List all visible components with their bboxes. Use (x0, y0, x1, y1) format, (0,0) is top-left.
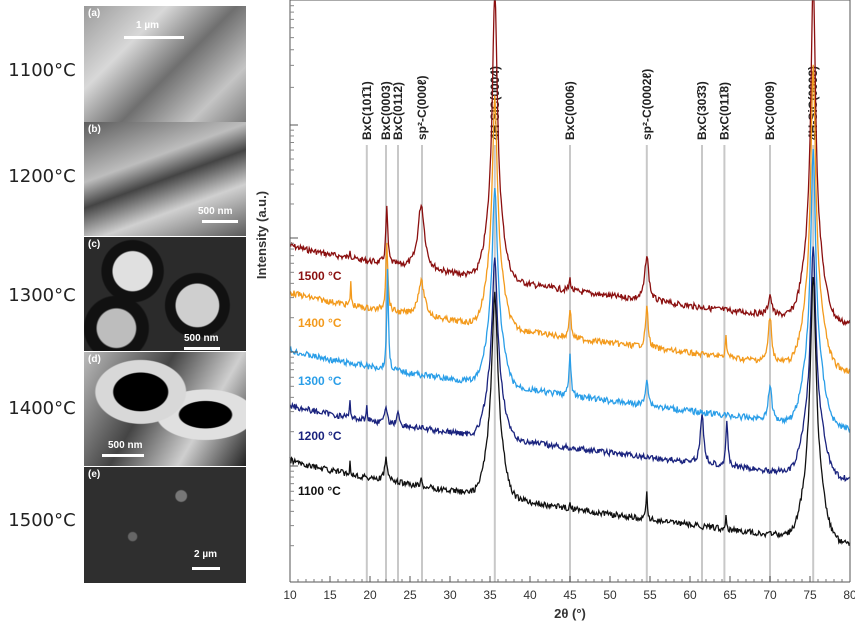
x-tick-label-14: 80 (843, 588, 855, 602)
sem-micrograph-1200: (b) 500 nm (84, 122, 246, 236)
peak-label-9: BxC(0009) (763, 81, 777, 140)
sem-micrograph-1500: (e) 2 µm (84, 467, 246, 583)
series-line-0 (289, 0, 851, 327)
x-tick-label-10: 60 (683, 588, 697, 602)
x-tick-label-11: 65 (723, 588, 737, 602)
scale-bar (184, 347, 220, 350)
x-tick-label-5: 35 (483, 588, 497, 602)
x-tick-label-12: 70 (763, 588, 777, 602)
panel-letter: (a) (88, 8, 101, 19)
temperature-label-1400: 1400°C (8, 398, 76, 419)
panel-letter: (e) (88, 469, 101, 480)
x-tick-label-9: 55 (643, 588, 657, 602)
scale-bar-label: 500 nm (108, 440, 143, 451)
scale-bar (124, 36, 184, 39)
peak-label-6: sp²-C(0002ℓ) (640, 69, 654, 140)
series-line-1 (289, 64, 851, 375)
x-tick-label-6: 40 (523, 588, 537, 602)
x-tick-label-0: 10 (283, 588, 297, 602)
peak-label-0: BxC(101̄1) (360, 81, 374, 140)
series-label-2: 1300 °C (298, 374, 342, 388)
peak-label-8: BxC(011̄8) (717, 82, 731, 140)
scale-bar-label: 500 nm (198, 206, 233, 217)
scale-bar-label: 1 µm (136, 20, 159, 31)
sem-micrograph-1400: (d) 500 nm (84, 352, 246, 466)
series-layer: 1500 °C 1400 °C 1300 °C 1200 °C 1100 °C (289, 0, 851, 546)
sem-micrograph-1100: (a) 1 µm (84, 6, 246, 122)
y-ticks (290, 5, 298, 547)
x-tick-label-2: 20 (363, 588, 377, 602)
panel-letter: (b) (88, 124, 101, 135)
panel-letter: (c) (88, 239, 101, 250)
panel-letter: (d) (88, 354, 101, 365)
x-tick-label-4: 30 (443, 588, 457, 602)
x-axis-label: 2θ (°) (554, 606, 586, 621)
sem-micrograph-1300: (c) 500 nm (84, 237, 246, 351)
scale-bar (102, 454, 144, 457)
series-line-3 (289, 246, 851, 482)
x-tick-label-3: 25 (403, 588, 417, 602)
temperature-label-1200: 1200°C (8, 166, 76, 187)
x-ticks: 10 15 20 25 30 35 40 45 50 55 60 65 70 75 80 (283, 576, 855, 602)
series-label-3: 1200 °C (298, 429, 342, 443)
series-label-4: 1100 °C (298, 484, 341, 498)
temperature-label-1500: 1500°C (8, 510, 76, 531)
peak-label-2: BxC(0112) (391, 82, 405, 140)
temperature-label-1100: 1100°C (8, 60, 76, 81)
x-tick-label-1: 15 (323, 588, 337, 602)
scale-bar-label: 500 nm (184, 333, 219, 344)
x-tick-label-13: 75 (803, 588, 817, 602)
series-label-0: 1500 °C (298, 269, 342, 283)
y-axis-label: Intensity (a.u.) (254, 191, 269, 279)
scale-bar (192, 567, 220, 570)
x-tick-label-7: 45 (563, 588, 577, 602)
peak-label-1: BxC(0003) (379, 81, 393, 140)
peak-label-3: sp²-C(000ℓ) (415, 75, 429, 140)
series-label-1: 1400 °C (298, 316, 342, 330)
scale-bar-label: 2 µm (194, 549, 217, 560)
series-line-4 (289, 277, 851, 546)
temperature-label-1300: 1300°C (8, 285, 76, 306)
peak-label-5: BxC(0006) (563, 81, 577, 140)
reference-lines: BxC(101̄1)BxC(0003)BxC(0112)sp²-C(000ℓ)4… (360, 66, 820, 582)
series-line-2 (289, 148, 851, 434)
scale-bar (202, 220, 238, 223)
peak-label-7: BxC(303̄3) (695, 81, 709, 140)
x-tick-label-8: 50 (603, 588, 617, 602)
xrd-chart: BxC(101̄1) BxC(0003)BxC(0112) sp²-C(000ℓ) 4… (254, 0, 855, 621)
